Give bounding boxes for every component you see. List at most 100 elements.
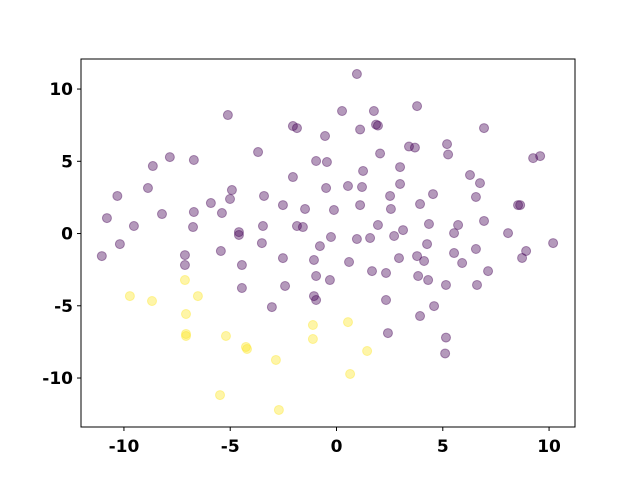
y-tick-label: -10 [42,369,73,389]
point [233,227,244,238]
point [389,230,400,241]
point [398,225,409,236]
point [321,157,332,168]
point [443,149,454,160]
point [256,238,267,249]
point [188,207,199,218]
point [464,170,475,181]
point [371,119,382,130]
point [325,232,336,243]
point [128,221,139,232]
point [205,198,216,209]
point [375,148,386,159]
point [270,354,281,365]
point [393,253,404,264]
point [515,200,526,211]
point [311,271,322,282]
point [277,253,288,264]
point [412,251,423,262]
point [342,317,353,328]
point [280,280,291,291]
point [253,147,264,158]
point [409,142,420,153]
point [415,199,426,210]
point [412,101,423,112]
point [225,194,236,205]
point [440,348,451,359]
point [403,141,414,152]
point [112,190,123,201]
y-tick-label: -5 [54,297,73,317]
point [259,190,270,201]
point [320,131,331,142]
point [385,190,396,201]
point [535,151,546,162]
point [472,279,483,290]
point [440,279,451,290]
point [372,120,383,131]
point [362,346,373,357]
point [479,123,490,134]
point [142,183,153,194]
x-tick-label: 5 [437,437,449,457]
point [419,255,430,266]
point [291,221,302,232]
point [321,183,332,194]
point [337,106,348,117]
point [181,330,192,341]
point [277,200,288,211]
point [307,319,318,330]
point [381,267,392,278]
point [114,239,125,250]
x-tick-label: 0 [331,437,343,457]
point [368,106,379,117]
point [351,69,362,80]
point [220,330,231,341]
point [453,220,464,231]
y-tick-label: 0 [61,225,73,245]
point [179,275,190,286]
point [300,203,311,214]
point [216,208,227,219]
point [215,246,226,257]
point [188,154,199,165]
point [548,238,559,249]
point [355,200,366,211]
point [415,311,426,322]
point [479,215,490,226]
point [422,239,433,250]
point [358,165,369,176]
point [470,243,481,254]
point [423,219,434,230]
point [314,241,325,252]
point [449,228,460,239]
point [474,178,485,189]
point [179,260,190,271]
point [423,275,434,286]
y-tick-label: 5 [61,152,73,172]
point [240,341,251,352]
point [297,222,308,233]
point [215,390,226,401]
point [242,343,253,354]
point [257,221,268,232]
point [342,181,353,192]
x-tick-label: 10 [537,437,561,457]
point [236,260,247,271]
point [287,121,298,132]
point [96,251,107,262]
point [381,294,392,305]
point [521,246,532,257]
point [233,229,244,240]
point [513,200,524,211]
point [311,294,322,305]
point [357,182,368,193]
point [307,334,318,345]
point [395,178,406,189]
point [429,301,440,312]
point [181,309,192,320]
point [222,110,233,121]
point [351,234,362,245]
